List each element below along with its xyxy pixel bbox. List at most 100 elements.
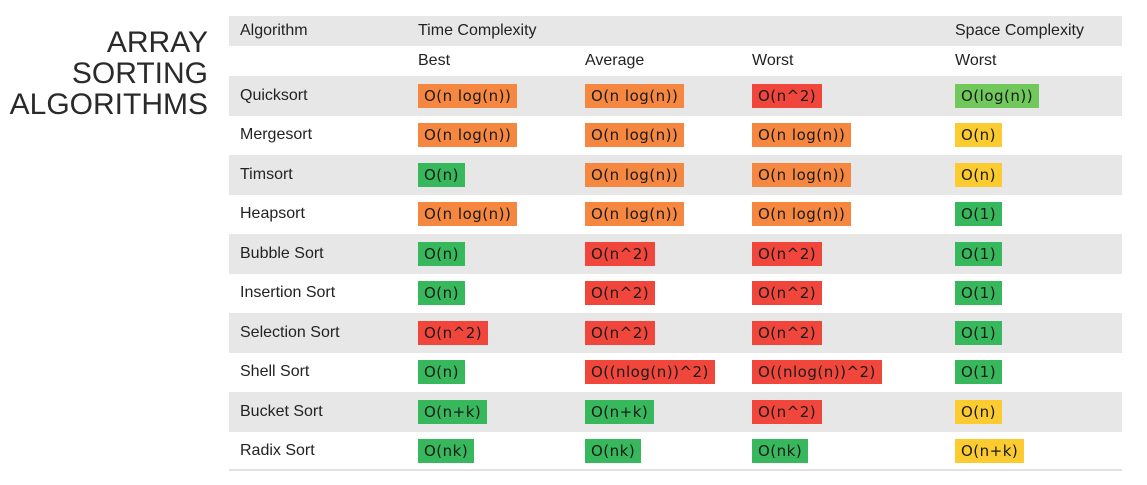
- title-line-1: ARRAY: [106, 26, 208, 59]
- best-cell: O(nk): [418, 432, 475, 472]
- avg-cell: O(n+k): [585, 392, 655, 432]
- avg-cell: O(n log(n)): [585, 116, 685, 156]
- best-cell: O(n): [418, 353, 466, 393]
- complexity-table: Algorithm Time Complexity Space Complexi…: [229, 16, 1122, 471]
- table-bottom-divider: [229, 469, 1122, 471]
- average-case-badge: O((nlog(n))^2): [585, 360, 715, 385]
- space-complexity-badge: O(1): [955, 360, 1003, 385]
- worst-cell: O((nlog(n))^2): [752, 353, 882, 393]
- space-cell: O(n): [955, 155, 1003, 195]
- header-worst: Worst: [752, 52, 794, 69]
- worst-cell: O(n^2): [752, 313, 823, 353]
- space-cell: O(n): [955, 116, 1003, 156]
- header-row-groups: Algorithm Time Complexity Space Complexi…: [229, 16, 1122, 46]
- avg-cell: O(n log(n)): [585, 76, 685, 116]
- header-algorithm: Algorithm: [240, 22, 308, 39]
- space-complexity-badge: O(n): [955, 123, 1003, 148]
- space-cell: O(1): [955, 353, 1003, 393]
- title-line-2: SORTING: [71, 57, 208, 90]
- algorithm-name: Bucket Sort: [240, 402, 323, 420]
- table-row: Quicksort O(n log(n)) O(n log(n)) O(n^2) O(l…: [229, 76, 1122, 116]
- avg-cell: O((nlog(n))^2): [585, 353, 715, 393]
- avg-cell: O(n log(n)): [585, 155, 685, 195]
- page-title: ARRAY SORTING ALGORITHMS: [0, 27, 208, 120]
- best-case-badge: O(n log(n)): [418, 202, 518, 227]
- worst-cell: O(n^2): [752, 234, 823, 274]
- table-row: Timsort O(n) O(n log(n)) O(n log(n)) O(n): [229, 155, 1122, 195]
- space-cell: O(1): [955, 195, 1003, 235]
- best-cell: O(n): [418, 234, 466, 274]
- avg-cell: O(nk): [585, 432, 642, 472]
- best-case-badge: O(n log(n)): [418, 123, 518, 148]
- best-case-badge: O(n): [418, 241, 466, 266]
- avg-cell: O(n^2): [585, 234, 656, 274]
- worst-cell: O(n log(n)): [752, 195, 852, 235]
- worst-case-badge: O(n^2): [752, 320, 823, 345]
- header-time-complexity: Time Complexity: [418, 22, 537, 39]
- worst-case-badge: O(nk): [752, 439, 809, 464]
- header-space-worst: Worst: [955, 52, 997, 69]
- space-complexity-badge: O(n): [955, 399, 1003, 424]
- best-cell: O(n log(n)): [418, 116, 518, 156]
- algorithm-name: Quicksort: [240, 86, 308, 104]
- algorithm-name: Radix Sort: [240, 442, 315, 460]
- space-cell: O(1): [955, 234, 1003, 274]
- table-row: Heapsort O(n log(n)) O(n log(n)) O(n log(n)…: [229, 194, 1122, 235]
- worst-cell: O(nk): [752, 432, 809, 472]
- space-cell: O(1): [955, 274, 1003, 314]
- worst-cell: O(n^2): [752, 392, 823, 432]
- worst-case-badge: O(n log(n)): [752, 202, 852, 227]
- space-cell: O(n+k): [955, 432, 1025, 472]
- space-cell: O(1): [955, 313, 1003, 353]
- algorithm-name: Bubble Sort: [240, 244, 324, 262]
- average-case-badge: O(n+k): [585, 399, 655, 424]
- worst-case-badge: O(n^2): [752, 83, 823, 108]
- worst-cell: O(n log(n)): [752, 155, 852, 195]
- space-complexity-badge: O(1): [955, 202, 1003, 227]
- algorithm-name: Insertion Sort: [240, 284, 336, 302]
- best-cell: O(n log(n)): [418, 76, 518, 116]
- worst-case-badge: O(n^2): [752, 399, 823, 424]
- table-row: Insertion Sort O(n) O(n^2) O(n^2) O(1): [229, 273, 1122, 314]
- algorithm-name: Timsort: [240, 165, 293, 183]
- best-case-badge: O(n): [418, 281, 466, 306]
- header-row-cases: Best Average Worst Worst: [229, 46, 1122, 76]
- average-case-badge: O(n log(n)): [585, 202, 685, 227]
- avg-cell: O(n log(n)): [585, 195, 685, 235]
- table-row: Mergesort O(n log(n)) O(n log(n)) O(n log(n…: [229, 115, 1122, 156]
- table-row: Bubble Sort O(n) O(n^2) O(n^2) O(1): [229, 234, 1122, 274]
- best-cell: O(n log(n)): [418, 195, 518, 235]
- worst-cell: O(n^2): [752, 76, 823, 116]
- table-row: Shell Sort O(n) O((nlog(n))^2) O((nlog(n))^…: [229, 352, 1122, 393]
- worst-case-badge: O(n log(n)): [752, 162, 852, 187]
- average-case-badge: O(n log(n)): [585, 162, 685, 187]
- best-case-badge: O(n): [418, 360, 466, 385]
- worst-cell: O(n^2): [752, 274, 823, 314]
- title-line-3: ALGORITHMS: [9, 88, 208, 121]
- average-case-badge: O(nk): [585, 439, 642, 464]
- space-complexity-badge: O(1): [955, 320, 1003, 345]
- space-cell: O(n): [955, 392, 1003, 432]
- best-cell: O(n): [418, 155, 466, 195]
- table-row: Bucket Sort O(n+k) O(n+k) O(n^2) O(n): [229, 392, 1122, 432]
- average-case-badge: O(n log(n)): [585, 123, 685, 148]
- algorithm-name: Mergesort: [240, 126, 313, 144]
- table-body: Quicksort O(n log(n)) O(n log(n)) O(n^2) O(l…: [229, 76, 1122, 471]
- best-cell: O(n^2): [418, 313, 489, 353]
- algorithm-name: Heapsort: [240, 205, 305, 223]
- worst-case-badge: O((nlog(n))^2): [752, 360, 882, 385]
- average-case-badge: O(n^2): [585, 241, 656, 266]
- header-space-complexity: Space Complexity: [955, 22, 1084, 39]
- average-case-badge: O(n^2): [585, 320, 656, 345]
- table-row: Radix Sort O(nk) O(nk) O(nk) O(n+k): [229, 431, 1122, 472]
- header-best: Best: [418, 52, 451, 69]
- worst-case-badge: O(n log(n)): [752, 123, 852, 148]
- best-case-badge: O(n+k): [418, 399, 488, 424]
- best-cell: O(n): [418, 274, 466, 314]
- algorithm-name: Selection Sort: [240, 323, 340, 341]
- space-cell: O(log(n)): [955, 76, 1040, 116]
- space-complexity-badge: O(log(n)): [955, 83, 1040, 108]
- avg-cell: O(n^2): [585, 313, 656, 353]
- best-case-badge: O(n log(n)): [418, 83, 518, 108]
